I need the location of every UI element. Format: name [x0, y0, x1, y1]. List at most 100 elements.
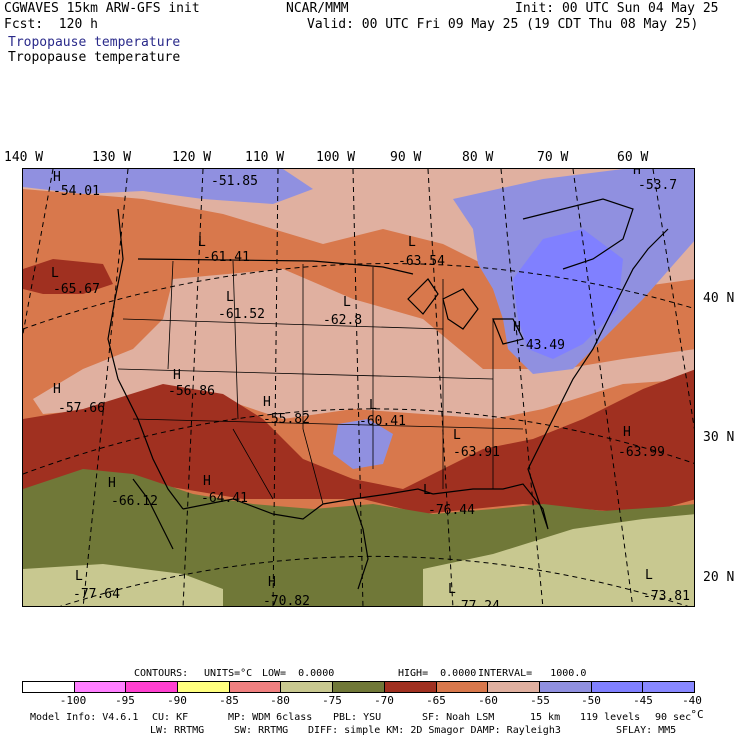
- colorbar-tick: -40: [682, 694, 702, 707]
- extrema-letter: L: [226, 290, 234, 305]
- model-info-sf: SF: Noah LSM: [422, 712, 495, 723]
- extrema-letter: H: [263, 395, 271, 410]
- extrema-letter: H: [53, 170, 61, 185]
- colorbar-tick: -95: [115, 694, 135, 707]
- lon-label: 70 W: [537, 150, 569, 165]
- colorbar-swatch: [384, 682, 437, 692]
- field-title-contour: Tropopause temperature: [8, 50, 181, 65]
- colorbar-tick: -70: [374, 694, 394, 707]
- extrema-value: -70.82: [263, 594, 310, 607]
- extrema-letter: H: [633, 169, 641, 178]
- extrema-value: -76.44: [428, 503, 475, 518]
- extrema-value: -53.7: [638, 178, 677, 193]
- colorbar-swatch: [281, 682, 334, 692]
- extrema-letter: H: [203, 474, 211, 489]
- extrema-letter: H: [623, 425, 631, 440]
- contours-units: UNITS=°C: [204, 668, 253, 679]
- colorbar-tick: -45: [633, 694, 653, 707]
- map-canvas: H -54.01 -51.85 L -61.41 L -63.54 L -65.…: [23, 169, 694, 607]
- lon-label: 60 W: [617, 150, 649, 165]
- colorbar-tick: -100: [59, 694, 87, 707]
- colorbar-tick: -85: [219, 694, 239, 707]
- extrema-letter: H: [268, 575, 276, 590]
- extrema-value: -64.41: [201, 491, 248, 506]
- extrema-letter: H: [53, 382, 61, 397]
- extrema-letter: L: [423, 483, 431, 498]
- shade-band-75-southwest: [23, 564, 223, 606]
- colorbar-tick: -90: [167, 694, 187, 707]
- colorbar-unit: °C: [690, 708, 704, 721]
- valid-time: Valid: 00 UTC Fri 09 May 25 (19 CDT Thu …: [307, 17, 699, 32]
- lon-label: 90 W: [390, 150, 422, 165]
- lat-label: 20 N: [703, 570, 735, 585]
- model-info-diff: DIFF: simple KM: 2D Smagor DAMP: Rayleig…: [308, 725, 561, 736]
- model-info-version: Model Info: V4.6.1: [30, 712, 139, 723]
- colorbar-tick: -55: [530, 694, 550, 707]
- extrema-letter: L: [369, 398, 377, 413]
- colorbar-swatch: [333, 682, 385, 692]
- extrema-letter: L: [408, 235, 416, 250]
- colorbar-tick: -75: [322, 694, 342, 707]
- model-info-pbl: PBL: YSU: [333, 712, 382, 723]
- shade-band-65-northwest: [23, 259, 113, 294]
- colorbar-tick: -65: [426, 694, 446, 707]
- extrema-value: -43.49: [518, 338, 565, 353]
- extrema-letter: L: [453, 428, 461, 443]
- colorbar-swatch: [178, 682, 230, 692]
- extrema-value: -77.64: [73, 587, 120, 602]
- model-title: CGWAVES 15km ARW-GFS init: [4, 1, 200, 16]
- shade-band-45-core: [513, 229, 623, 359]
- colorbar-tick: -80: [270, 694, 290, 707]
- extrema-letter: L: [75, 569, 83, 584]
- colorbar-swatch: [539, 682, 592, 692]
- extrema-letter: H: [173, 368, 181, 383]
- lat-label: 40 N: [703, 291, 735, 306]
- extrema-value: -65.67: [53, 282, 100, 297]
- extrema-letter: L: [198, 235, 206, 250]
- extrema-letter: L: [51, 266, 59, 281]
- extrema-value: -77.24: [453, 599, 500, 607]
- state-borders: [117, 260, 524, 505]
- model-info-cu: CU: KF: [152, 712, 189, 723]
- extrema-letter: L: [448, 582, 456, 597]
- contours-interval: INTERVAL= 1000.0: [478, 668, 587, 679]
- lon-label: 120 W: [172, 150, 212, 165]
- lat-label: 30 N: [703, 430, 735, 445]
- colorbar-swatch: [436, 682, 489, 692]
- extrema-value: -61.52: [218, 307, 265, 322]
- extrema-value: -55.82: [263, 412, 310, 427]
- model-info-lw: LW: RRTMG: [150, 725, 205, 736]
- shade-band-50-central: [333, 419, 393, 469]
- colorbar-swatch: [591, 682, 644, 692]
- extrema-value: -60.41: [359, 414, 406, 429]
- contours-high: HIGH= 0.0000: [398, 668, 477, 679]
- colorbar-swatch: [488, 682, 540, 692]
- colorbar-swatch: [229, 682, 282, 692]
- extrema-value: -62.8: [323, 313, 362, 328]
- colorbar-tick: -50: [581, 694, 601, 707]
- colorbar-swatch: [126, 682, 179, 692]
- extrema-letter: H: [108, 476, 116, 491]
- extrema-value: -63.54: [398, 254, 445, 269]
- shade-band-75-southeast: [423, 514, 694, 606]
- colorbar-swatch: [643, 682, 694, 692]
- colorbar: [22, 681, 695, 693]
- extrema-letter: H: [513, 320, 521, 335]
- agency-label: NCAR/MMM: [286, 1, 349, 16]
- extrema-value: -51.85: [211, 174, 258, 189]
- colorbar-swatch: [74, 682, 127, 692]
- extrema-value: -54.01: [53, 184, 100, 199]
- model-info-levels: 119 levels: [580, 712, 641, 723]
- extrema-value: -56.86: [168, 384, 215, 399]
- model-info-resolution: 15 km: [530, 712, 561, 723]
- model-info-timestep: 90 sec: [655, 712, 692, 723]
- lon-label: 100 W: [316, 150, 356, 165]
- lon-label: 80 W: [462, 150, 494, 165]
- lon-label: 110 W: [245, 150, 285, 165]
- lat-lon-grid: [23, 169, 694, 606]
- init-time: Init: 00 UTC Sun 04 May 25: [515, 1, 719, 16]
- extrema-value: -73.81: [643, 589, 690, 604]
- extrema-value: -63.91: [453, 445, 500, 460]
- contours-label: CONTOURS:: [134, 668, 189, 679]
- extrema-letter: L: [645, 568, 653, 583]
